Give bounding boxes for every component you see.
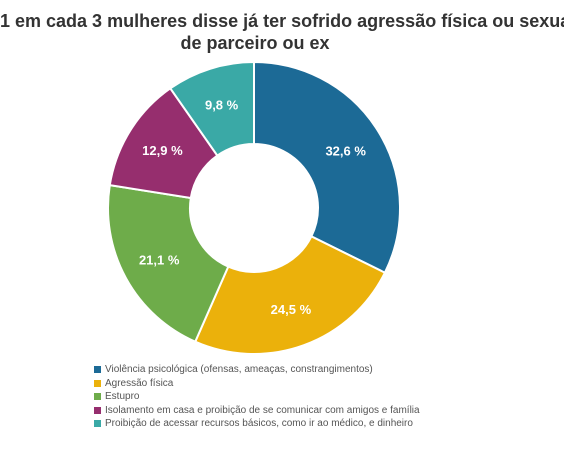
legend-label: Isolamento em casa e proibição de se com… [105,404,420,416]
legend-item-3[interactable]: Estupro [94,390,420,404]
donut-slice-3[interactable] [107,183,230,343]
legend-item-5[interactable]: Proibição de acessar recursos básicos, c… [94,417,420,431]
chart-title-line-1: 1 em cada 3 mulheres disse já ter sofrid… [0,11,564,31]
legend-item-1[interactable]: Violência psicológica (ofensas, ameaças,… [94,363,420,377]
legend-label: Proibição de acessar recursos básicos, c… [105,418,413,429]
donut-slice-5[interactable] [168,60,255,157]
chart-title-line-2: de parceiro ou ex [180,33,330,53]
legend-swatch [94,366,101,374]
legend: Violência psicológica (ofensas, ameaças,… [94,363,420,431]
legend-label: Agressão física [105,377,174,389]
legend-swatch [94,379,101,387]
chart-title: 1 em cada 3 mulheres disse já ter sofrid… [0,10,564,54]
slice-value-label-5: 9,8 % [205,98,239,113]
legend-label: Estupro [105,391,140,402]
legend-swatch [94,420,101,428]
legend-label: Violência psicológica (ofensas, ameaças,… [105,364,373,375]
legend-swatch [94,393,101,401]
slice-value-label-3: 21,1 % [139,252,180,267]
slice-value-label-2: 24,5 % [271,302,312,317]
legend-item-2[interactable]: Agressão física [94,377,420,391]
slice-value-label-4: 12,9 % [142,143,183,158]
donut-slice-1[interactable] [253,60,401,275]
donut-slice-2[interactable] [193,235,387,355]
legend-swatch [94,406,101,414]
slice-value-label-1: 32,6 % [325,144,366,159]
legend-item-4[interactable]: Isolamento em casa e proibição de se com… [94,404,420,418]
